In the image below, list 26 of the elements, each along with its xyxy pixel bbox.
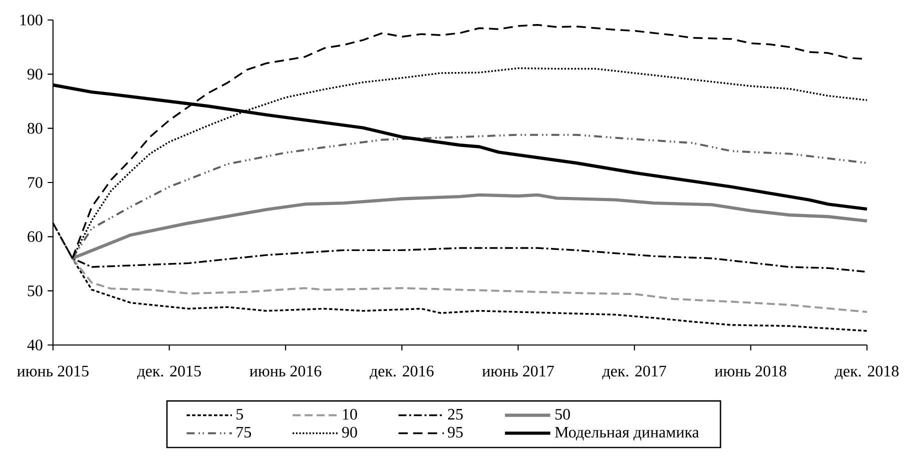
x-tick-label: дек. 2018 (834, 366, 899, 380)
legend-label: 25 (448, 408, 463, 420)
legend-label: 10 (343, 408, 357, 420)
legend-label: 75 (236, 426, 251, 438)
line-series (71, 257, 868, 313)
line-series (70, 193, 869, 260)
x-tick-label: дек. 2015 (137, 366, 201, 380)
y-tick-label: 70 (28, 177, 42, 188)
y-tick-label: 90 (27, 68, 42, 80)
x-tick-label: июнь 2016 (250, 366, 322, 376)
x-tick-label: дек. 2016 (370, 366, 434, 380)
line-series (71, 134, 868, 260)
legend-label: 95 (448, 426, 463, 438)
y-tick-label: 80 (28, 122, 42, 134)
legend-label: Модельная динамика (555, 426, 699, 441)
y-tick-label: 100 (20, 14, 42, 26)
legend-label: 50 (555, 408, 570, 420)
legend-label: 5 (236, 408, 243, 420)
x-tick-label: июнь 2018 (714, 366, 786, 376)
y-tick-label: 50 (28, 285, 42, 296)
legend-label: 90 (342, 426, 357, 438)
x-tick-label: дек. 2017 (602, 366, 666, 380)
x-tick-label: июнь 2015 (17, 366, 89, 376)
y-tick-label: 60 (28, 231, 42, 242)
x-tick-label: июнь 2017 (482, 366, 554, 376)
y-tick-label: 40 (27, 340, 42, 350)
